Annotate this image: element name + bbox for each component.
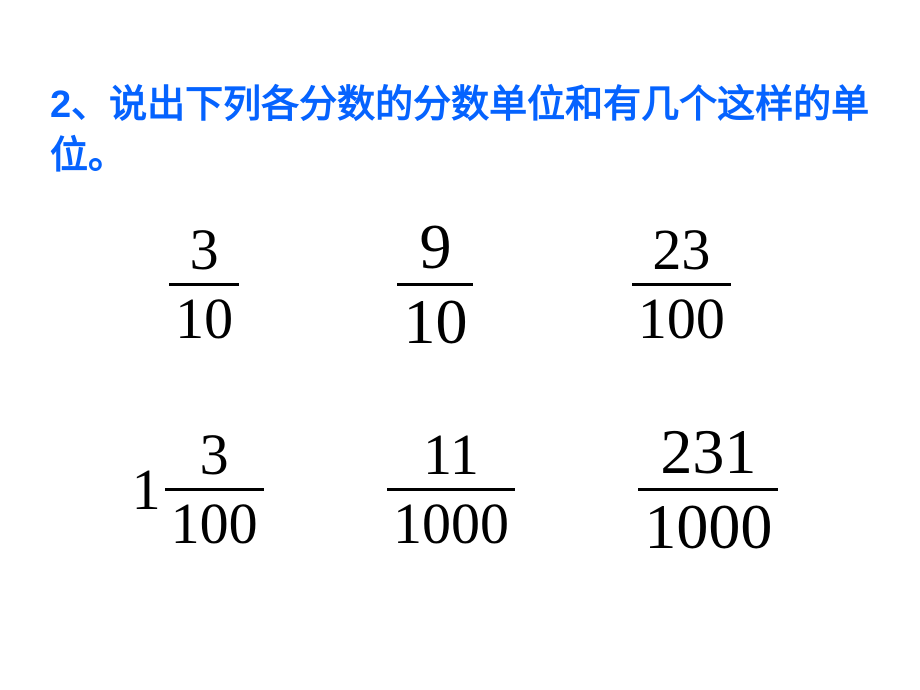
fraction-item: 3 10 [169, 221, 239, 348]
numerator: 11 [417, 426, 485, 484]
fraction: 231 1000 [638, 420, 778, 559]
question-title: 2、说出下列各分数的分数单位和有几个这样的单位。 [50, 80, 870, 183]
fraction: 3 10 [169, 221, 239, 348]
fraction: 3 100 [165, 426, 264, 553]
numerator: 3 [194, 426, 235, 484]
fraction: 9 10 [397, 215, 473, 354]
fraction-item: 11 1000 [387, 426, 515, 553]
denominator: 100 [632, 290, 731, 348]
denominator: 1000 [387, 495, 515, 553]
numerator: 231 [654, 420, 762, 484]
numerator: 3 [184, 221, 225, 279]
denominator: 10 [397, 290, 473, 354]
fraction-item: 23 100 [632, 221, 731, 348]
fraction: 23 100 [632, 221, 731, 348]
fraction-item: 9 10 [397, 215, 473, 354]
denominator: 100 [165, 495, 264, 553]
whole-part: 1 [132, 456, 161, 523]
fraction: 11 1000 [387, 426, 515, 553]
denominator: 10 [169, 290, 239, 348]
fractions-row-2: 1 3 100 11 1000 231 1000 [0, 420, 920, 559]
numerator: 23 [646, 221, 716, 279]
slide: 2、说出下列各分数的分数单位和有几个这样的单位。 3 10 9 10 23 10 [0, 0, 920, 690]
numerator: 9 [413, 215, 457, 279]
denominator: 1000 [638, 495, 778, 559]
fraction-item: 1 3 100 [132, 426, 264, 553]
fraction-item: 231 1000 [638, 420, 778, 559]
fractions-row-1: 3 10 9 10 23 100 [0, 215, 920, 354]
